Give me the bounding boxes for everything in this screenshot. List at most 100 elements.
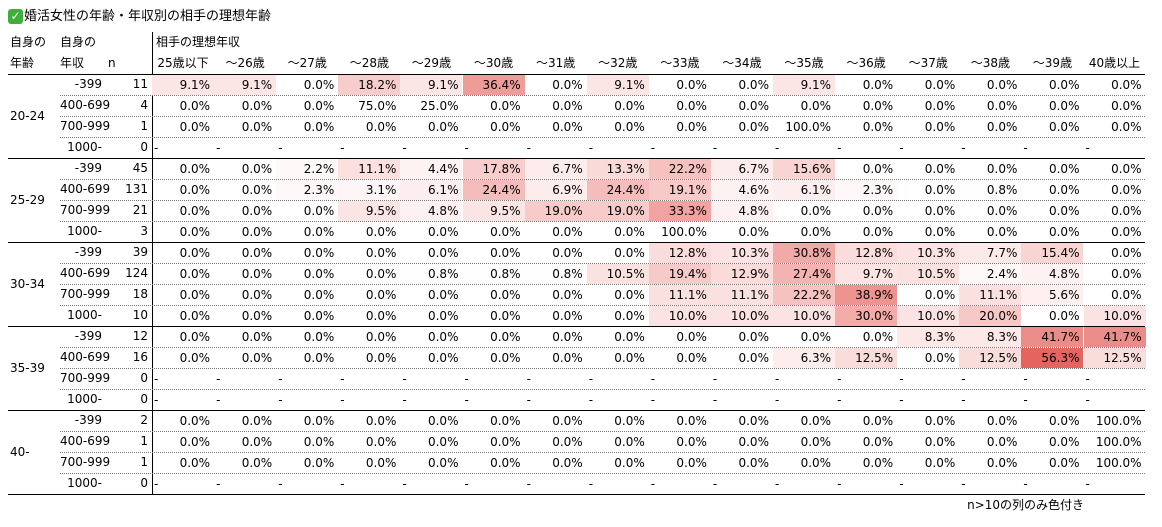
value-cell: - (650, 393, 656, 407)
value-cell: 0.0% (800, 225, 832, 239)
header-cell: 相手の理想年収 (156, 35, 241, 49)
row-border (60, 389, 1145, 390)
column-header: 〜36歳 (846, 56, 886, 70)
value-cell: 0.0% (365, 414, 397, 428)
value-cell: 27.4% (773, 264, 836, 284)
value-cell: 0.0% (490, 120, 521, 134)
value-cell: 0.0% (241, 351, 273, 365)
value-cell: 36.4% (462, 75, 525, 95)
column-header: 〜34歳 (722, 56, 762, 70)
value-cell: 0.0% (241, 330, 273, 344)
n-cell: 0 (140, 392, 148, 406)
income-cell: 400-699 (60, 266, 111, 280)
value-cell: 0.0% (1111, 288, 1142, 302)
n-cell: 0 (140, 476, 148, 490)
value-cell: 0.0% (1111, 120, 1142, 134)
value-cell: - (464, 477, 469, 491)
value-cell: 10.0% (1083, 306, 1146, 326)
value-cell: - (526, 372, 531, 386)
value-cell: 0.0% (427, 246, 459, 260)
value-cell: 6.9% (524, 180, 587, 200)
value-cell: 0.0% (862, 162, 894, 176)
value-cell: 0.0% (490, 435, 521, 449)
value-cell: 0.0% (1111, 204, 1142, 218)
value-cell: 0.0% (179, 246, 211, 260)
header-cell: n (108, 56, 116, 70)
value-cell: 0.0% (179, 351, 211, 365)
value-cell: - (154, 141, 159, 155)
value-cell: 0.0% (676, 351, 707, 365)
header-cell: 年収 (60, 56, 85, 70)
n-cell: 0 (140, 140, 148, 154)
column-header: 〜27歳 (287, 56, 327, 70)
value-cell: - (216, 477, 221, 491)
value-cell: 56.3% (1021, 348, 1084, 368)
value-cell: 19.0% (524, 201, 587, 221)
row-border (60, 137, 1145, 138)
value-cell: 8.3% (959, 327, 1022, 347)
value-cell: 0.0% (924, 78, 956, 92)
value-cell: 41.7% (1021, 327, 1084, 347)
value-cell: 0.0% (738, 120, 769, 134)
value-cell: 0.0% (1111, 78, 1142, 92)
value-cell: 4.4% (400, 159, 463, 179)
value-cell: 0.0% (179, 309, 211, 323)
value-cell: - (216, 372, 221, 386)
value-cell: - (216, 393, 221, 407)
value-cell: 0.0% (1111, 225, 1142, 239)
value-cell: 22.2% (648, 159, 711, 179)
row-border (60, 347, 1145, 348)
value-cell: 0.8% (524, 264, 587, 284)
value-cell: 0.0% (427, 225, 459, 239)
age-cell: 35-39 (10, 360, 45, 375)
value-cell: - (837, 141, 842, 155)
value-cell: 0.0% (365, 267, 397, 281)
value-cell: 0.0% (1048, 204, 1080, 218)
age-cell: 20-24 (10, 108, 45, 123)
value-cell: 0.0% (924, 204, 956, 218)
value-cell: - (340, 372, 345, 386)
value-cell: - (464, 393, 469, 407)
value-cell: 0.0% (1048, 435, 1080, 449)
value-cell: - (961, 372, 966, 386)
column-header: 〜30歳 (473, 56, 514, 70)
value-cell: 0.0% (241, 120, 273, 134)
value-cell: 0.0% (676, 414, 707, 428)
value-cell: - (712, 393, 718, 407)
income-cell: 400-699 (60, 350, 111, 364)
value-cell: 33.3% (648, 201, 711, 221)
value-cell: 0.0% (1048, 99, 1080, 113)
income-cell: 1000- (67, 308, 102, 322)
value-cell: 30.8% (773, 243, 836, 263)
n-cell: 3 (140, 224, 148, 238)
row-border (60, 200, 1145, 201)
value-cell: 4.6% (710, 180, 773, 200)
value-cell: 6.3% (773, 348, 836, 368)
value-cell: - (1085, 372, 1090, 386)
value-cell: 2.3% (835, 180, 898, 200)
value-cell: 0.0% (303, 351, 335, 365)
n-cell: 0 (140, 371, 148, 385)
value-cell: 0.0% (1048, 183, 1080, 197)
value-cell: 15.6% (773, 159, 836, 179)
value-cell: 9.1% (152, 75, 215, 95)
value-cell: 0.0% (1048, 78, 1080, 92)
header-cell: 自身の (60, 35, 97, 49)
value-cell: - (402, 477, 407, 491)
value-cell: - (278, 372, 283, 386)
value-cell: - (775, 141, 780, 155)
value-cell: 0.0% (924, 120, 956, 134)
value-cell: 12.9% (710, 264, 773, 284)
value-cell: 12.8% (648, 243, 711, 263)
group-border (8, 74, 1145, 75)
value-cell: 0.0% (179, 204, 211, 218)
value-cell: 0.0% (552, 309, 583, 323)
row-border (60, 284, 1145, 285)
value-cell: 0.0% (427, 330, 459, 344)
value-cell: 6.7% (710, 159, 773, 179)
group-border (8, 326, 1145, 327)
value-cell: - (278, 393, 283, 407)
value-cell: 0.0% (986, 435, 1018, 449)
income-cell: 1000- (67, 140, 102, 154)
value-cell: - (216, 141, 221, 155)
